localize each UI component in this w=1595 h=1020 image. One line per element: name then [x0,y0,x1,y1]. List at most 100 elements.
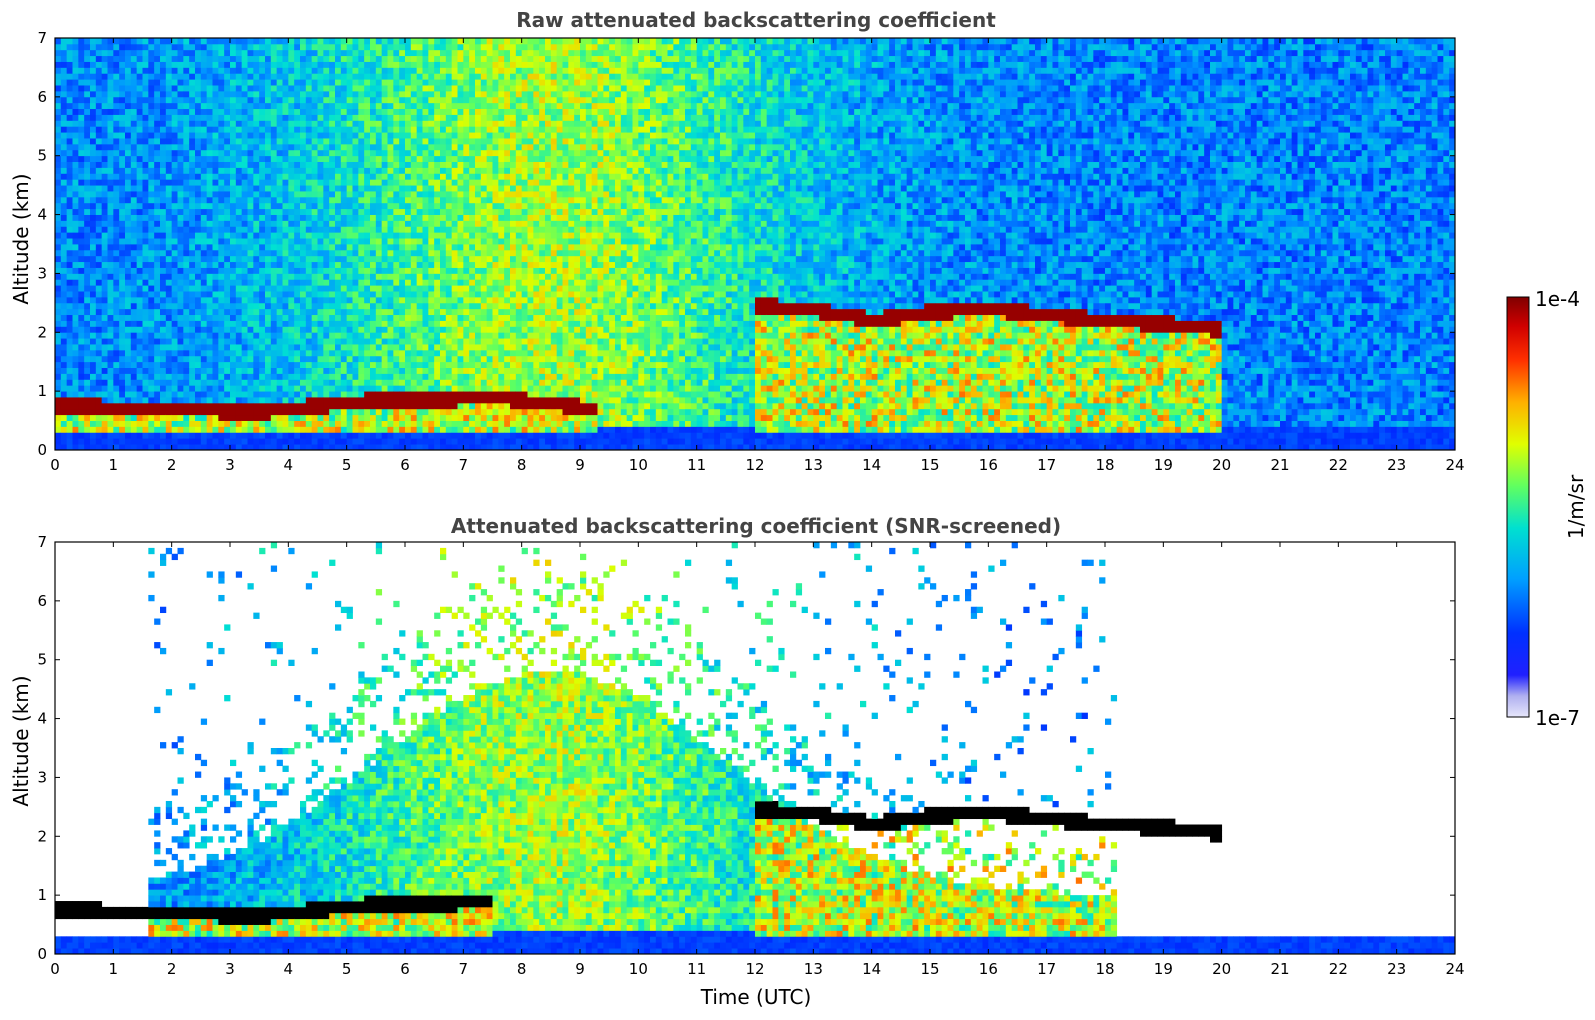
heatmap-cell [270,226,278,233]
heatmap-cell [235,49,243,57]
heatmap-cell [200,61,208,68]
heatmap-cell [364,43,371,51]
heatmap-cell [294,291,301,298]
heatmap-cell [393,173,400,180]
heatmap-cell [329,255,336,263]
heatmap-cell [107,261,114,268]
heatmap-cell [90,96,97,104]
heatmap-cell [95,143,103,151]
heatmap-cell [463,120,470,127]
heatmap-cell [416,402,423,410]
heatmap-cell [434,61,441,68]
heatmap-cell [282,43,289,51]
heatmap-cell [224,344,231,351]
heatmap-cell [189,226,196,233]
heatmap-cell [381,138,388,145]
heatmap-cell [119,438,126,445]
heatmap-cell [101,149,108,157]
heatmap-cell [107,320,114,327]
heatmap-cell [410,444,418,451]
heatmap-cell [107,191,114,198]
heatmap-cell [352,191,359,198]
heatmap-cell [346,255,353,263]
heatmap-cell [66,302,73,310]
heatmap-cell [393,373,400,380]
heatmap-cell [451,90,458,98]
heatmap-cell [206,249,213,257]
heatmap-cell [72,120,79,127]
heatmap-cell [405,196,412,204]
heatmap-cell [259,438,266,445]
heatmap-cell [387,291,394,298]
heatmap-cell [381,344,388,351]
heatmap-cell [101,391,108,398]
heatmap-cell [95,355,103,363]
heatmap-cell [189,173,196,180]
heatmap-cell [451,38,458,45]
heatmap-cell [195,120,202,127]
heatmap-cell [113,196,120,204]
heatmap-cell [294,143,301,151]
heatmap-cell [352,420,359,427]
heatmap-cell [270,438,278,445]
heatmap-cell [253,332,260,339]
heatmap-cell [370,49,377,57]
heatmap-cell [241,114,248,121]
heatmap-cell [224,349,231,357]
heatmap-cell [393,79,400,86]
heatmap-cell [78,220,85,227]
heatmap-cell [195,296,202,304]
heatmap-cell [142,255,149,263]
heatmap-cell [370,420,377,427]
heatmap-cell [428,208,435,215]
heatmap-cell [387,138,394,145]
heatmap-cell [440,102,447,110]
heatmap-cell [457,173,464,180]
heatmap-cell [113,90,120,98]
heatmap-cell [78,96,85,104]
heatmap-cell [212,367,219,374]
heatmap-cell [72,255,79,263]
heatmap-cell [451,244,458,251]
heatmap-cell [130,73,138,80]
heatmap-cell [119,379,126,386]
heatmap-cell [288,226,295,233]
heatmap-cell [165,138,173,145]
heatmap-cell [235,85,243,92]
heatmap-cell [276,173,283,180]
heatmap-cell [282,161,289,168]
heatmap-cell [346,149,353,157]
heatmap-cell [200,155,208,162]
heatmap-cell [78,397,85,404]
heatmap-cell [381,85,388,92]
heatmap-cell [305,296,313,304]
heatmap-cell [241,344,248,351]
heatmap-cell [416,279,423,286]
heatmap-cell [346,173,353,180]
heatmap-cell [177,379,184,386]
heatmap-cell [189,444,196,451]
heatmap-cell [381,361,388,368]
heatmap-cell [422,143,429,151]
heatmap-cell [416,273,423,280]
heatmap-cell [428,67,435,74]
heatmap-cell [235,138,243,145]
heatmap-cell [247,397,254,404]
heatmap-cell [294,185,301,192]
heatmap-cell [55,296,62,304]
heatmap-cell [428,179,435,186]
heatmap-cell [329,149,336,157]
heatmap-cell [206,220,213,227]
heatmap-cell [247,167,254,174]
heatmap-cell [370,397,377,404]
heatmap-cell [212,67,219,74]
heatmap-cell [177,202,184,210]
heatmap-cell [294,255,301,263]
heatmap-cell [317,67,324,74]
heatmap-cell [428,90,435,98]
heatmap-cell [294,432,301,439]
heatmap-cell [311,379,318,386]
heatmap-cell [434,138,441,145]
heatmap-cell [422,385,429,392]
heatmap-cell [387,367,394,374]
